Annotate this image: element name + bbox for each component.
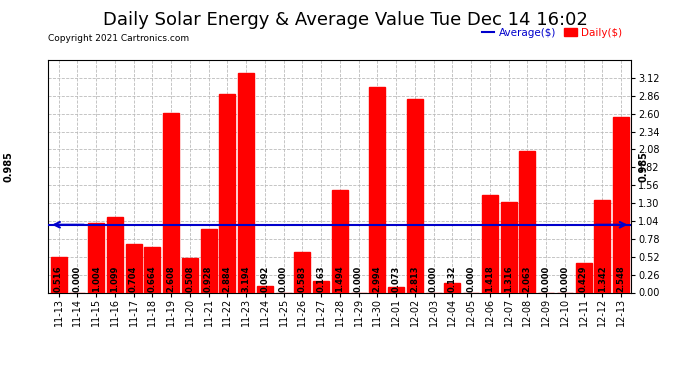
- Text: 2.813: 2.813: [411, 266, 420, 292]
- Bar: [500, 202, 517, 292]
- Text: 0.132: 0.132: [448, 266, 457, 292]
- Text: 2.884: 2.884: [223, 266, 232, 292]
- Text: 0.429: 0.429: [579, 266, 588, 292]
- Text: 1.316: 1.316: [504, 266, 513, 292]
- Text: 2.063: 2.063: [523, 266, 532, 292]
- Bar: [482, 195, 497, 292]
- Bar: [313, 281, 329, 292]
- Text: Copyright 2021 Cartronics.com: Copyright 2021 Cartronics.com: [48, 34, 190, 43]
- Text: 1.494: 1.494: [335, 266, 344, 292]
- Bar: [182, 258, 198, 292]
- Text: 0.516: 0.516: [54, 266, 63, 292]
- Bar: [144, 247, 160, 292]
- Bar: [50, 257, 66, 292]
- Bar: [126, 244, 141, 292]
- Text: 2.548: 2.548: [617, 266, 626, 292]
- Text: 0.000: 0.000: [466, 266, 475, 292]
- Bar: [388, 288, 404, 292]
- Text: 1.099: 1.099: [110, 266, 119, 292]
- Legend: Average($), Daily($): Average($), Daily($): [477, 23, 626, 42]
- Bar: [444, 284, 460, 292]
- Text: 0.000: 0.000: [73, 266, 82, 292]
- Bar: [219, 94, 235, 292]
- Bar: [520, 151, 535, 292]
- Text: 0.985: 0.985: [638, 152, 648, 182]
- Text: 0.163: 0.163: [317, 266, 326, 292]
- Bar: [407, 99, 423, 292]
- Bar: [295, 252, 310, 292]
- Bar: [88, 224, 104, 292]
- Text: 0.000: 0.000: [429, 266, 438, 292]
- Bar: [238, 73, 254, 292]
- Text: 1.004: 1.004: [92, 266, 101, 292]
- Text: 2.994: 2.994: [373, 266, 382, 292]
- Bar: [594, 200, 610, 292]
- Text: 0.000: 0.000: [560, 266, 569, 292]
- Text: 0.508: 0.508: [186, 266, 195, 292]
- Text: 2.608: 2.608: [166, 266, 175, 292]
- Text: Daily Solar Energy & Average Value Tue Dec 14 16:02: Daily Solar Energy & Average Value Tue D…: [103, 11, 587, 29]
- Text: 0.000: 0.000: [354, 266, 363, 292]
- Text: 1.342: 1.342: [598, 266, 607, 292]
- Text: 0.073: 0.073: [391, 266, 401, 292]
- Text: 0.928: 0.928: [204, 266, 213, 292]
- Text: 1.418: 1.418: [485, 266, 494, 292]
- Bar: [257, 286, 273, 292]
- Text: 0.704: 0.704: [129, 266, 138, 292]
- Bar: [613, 117, 629, 292]
- Text: 0.664: 0.664: [148, 266, 157, 292]
- Text: 0.000: 0.000: [542, 266, 551, 292]
- Bar: [332, 190, 348, 292]
- Bar: [163, 113, 179, 292]
- Bar: [201, 229, 217, 292]
- Text: 0.985: 0.985: [3, 152, 13, 182]
- Text: 0.092: 0.092: [260, 266, 269, 292]
- Bar: [369, 87, 385, 292]
- Text: 0.583: 0.583: [298, 266, 307, 292]
- Bar: [575, 263, 591, 292]
- Text: 0.000: 0.000: [279, 266, 288, 292]
- Bar: [107, 217, 123, 292]
- Text: 3.194: 3.194: [241, 266, 250, 292]
